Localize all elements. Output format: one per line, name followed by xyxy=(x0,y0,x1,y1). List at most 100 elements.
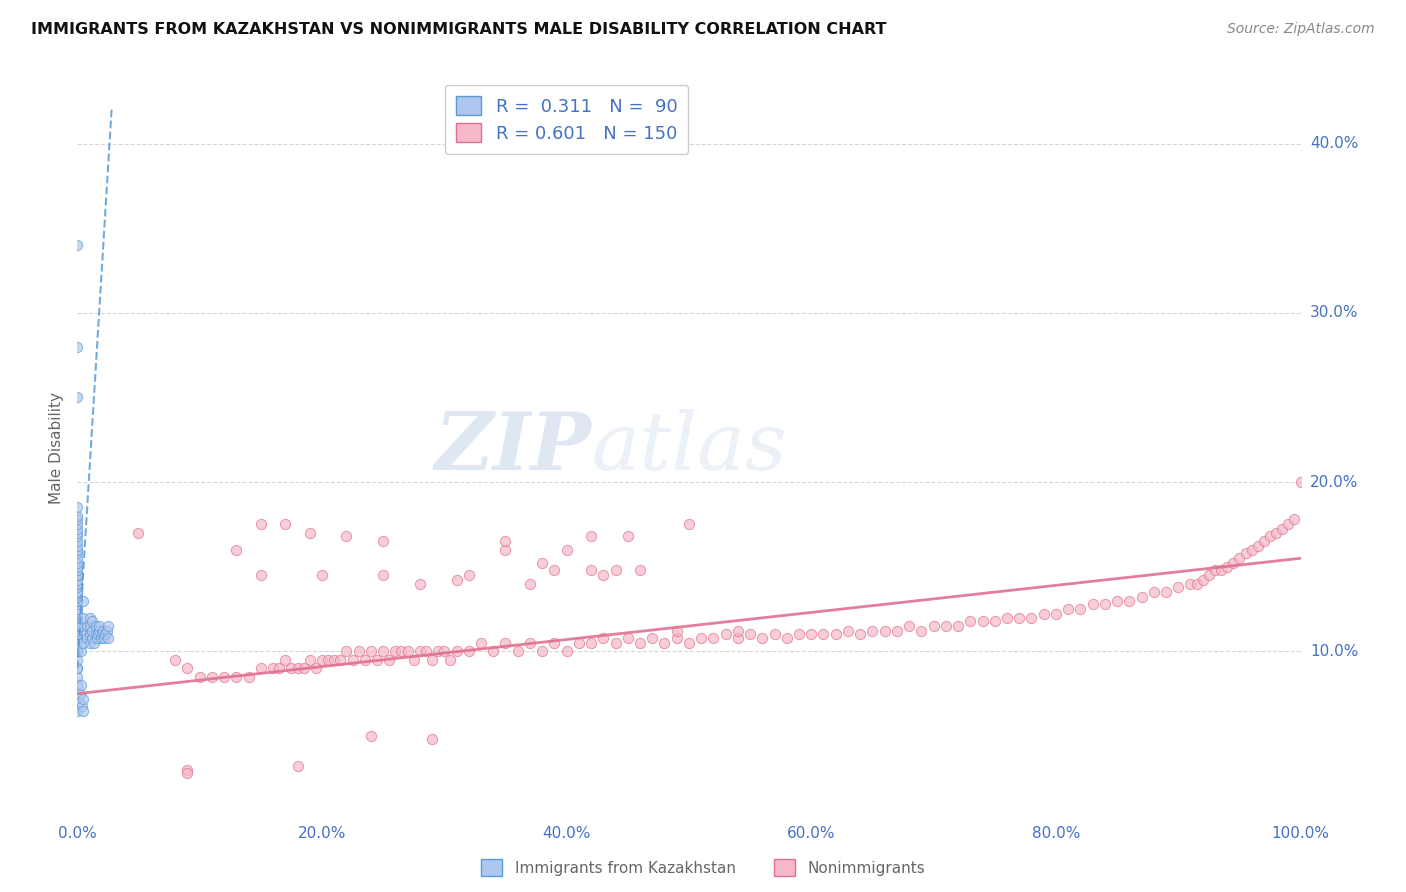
Point xyxy=(1271,523,1294,537)
Point xyxy=(910,624,932,638)
Point xyxy=(79,610,101,624)
Point xyxy=(316,653,339,667)
Point xyxy=(176,763,198,777)
Point xyxy=(66,627,89,641)
Point xyxy=(66,619,89,633)
Point xyxy=(69,687,91,701)
Point xyxy=(446,574,468,588)
Point xyxy=(311,653,333,667)
Point xyxy=(96,624,118,638)
Point xyxy=(89,624,111,638)
Point xyxy=(225,670,247,684)
Point xyxy=(555,644,578,658)
Point xyxy=(1284,512,1306,526)
Point xyxy=(87,627,110,641)
Point xyxy=(946,619,969,633)
Point xyxy=(66,591,89,605)
Point xyxy=(813,627,835,641)
Point xyxy=(66,704,89,718)
Point xyxy=(579,563,602,577)
Point xyxy=(1154,585,1177,599)
Point xyxy=(495,542,517,557)
Point xyxy=(89,619,111,633)
Point xyxy=(66,546,89,560)
Text: Source: ZipAtlas.com: Source: ZipAtlas.com xyxy=(1227,22,1375,37)
Point xyxy=(776,631,799,645)
Text: IMMIGRANTS FROM KAZAKHSTAN VS NONIMMIGRANTS MALE DISABILITY CORRELATION CHART: IMMIGRANTS FROM KAZAKHSTAN VS NONIMMIGRA… xyxy=(31,22,886,37)
Point xyxy=(1057,602,1080,616)
Point xyxy=(76,619,98,633)
Point xyxy=(849,627,872,641)
Point xyxy=(457,568,479,582)
Point xyxy=(1277,517,1299,532)
Point xyxy=(335,644,357,658)
Point xyxy=(1021,610,1043,624)
Point xyxy=(90,631,112,645)
Point xyxy=(84,627,107,641)
Point xyxy=(353,653,375,667)
Point xyxy=(665,631,688,645)
Point xyxy=(678,636,700,650)
Point xyxy=(935,619,957,633)
Point xyxy=(66,597,89,611)
Point xyxy=(1265,525,1288,540)
Point xyxy=(824,627,846,641)
Point xyxy=(66,563,89,577)
Point xyxy=(740,627,762,641)
Point xyxy=(72,636,94,650)
Point xyxy=(1198,568,1220,582)
Point xyxy=(617,529,640,543)
Point xyxy=(837,624,859,638)
Text: 30.0%: 30.0% xyxy=(1310,305,1358,320)
Point xyxy=(66,644,89,658)
Point xyxy=(66,523,89,537)
Point xyxy=(66,568,89,582)
Point xyxy=(66,602,89,616)
Point xyxy=(66,678,89,692)
Point xyxy=(66,568,89,582)
Point xyxy=(70,698,93,713)
Text: ZIP: ZIP xyxy=(434,409,591,487)
Point xyxy=(727,624,749,638)
Point xyxy=(727,631,749,645)
Point xyxy=(347,644,370,658)
Point xyxy=(66,585,89,599)
Point xyxy=(1289,475,1312,489)
Point xyxy=(287,759,309,773)
Point xyxy=(79,619,101,633)
Point xyxy=(984,614,1007,628)
Point xyxy=(269,661,291,675)
Point xyxy=(66,670,89,684)
Point xyxy=(66,534,89,549)
Point xyxy=(446,644,468,658)
Point xyxy=(66,585,89,599)
Point xyxy=(298,525,321,540)
Point xyxy=(763,627,786,641)
Point xyxy=(66,619,89,633)
Point xyxy=(250,568,273,582)
Point xyxy=(66,576,89,591)
Point xyxy=(1234,546,1257,560)
Point xyxy=(1247,540,1270,554)
Point xyxy=(66,593,89,607)
Point xyxy=(402,653,425,667)
Point xyxy=(787,627,810,641)
Point xyxy=(66,576,89,591)
Point xyxy=(80,631,103,645)
Point xyxy=(335,529,357,543)
Point xyxy=(800,627,823,641)
Point xyxy=(495,636,517,650)
Point xyxy=(93,631,115,645)
Point xyxy=(959,614,981,628)
Text: atlas: atlas xyxy=(591,409,786,487)
Point xyxy=(66,517,89,532)
Point xyxy=(90,627,112,641)
Point xyxy=(176,766,198,780)
Point xyxy=(1118,593,1140,607)
Point xyxy=(70,619,93,633)
Point xyxy=(1204,563,1226,577)
Point xyxy=(72,691,94,706)
Point xyxy=(66,644,89,658)
Point xyxy=(1185,576,1208,591)
Point xyxy=(665,624,688,638)
